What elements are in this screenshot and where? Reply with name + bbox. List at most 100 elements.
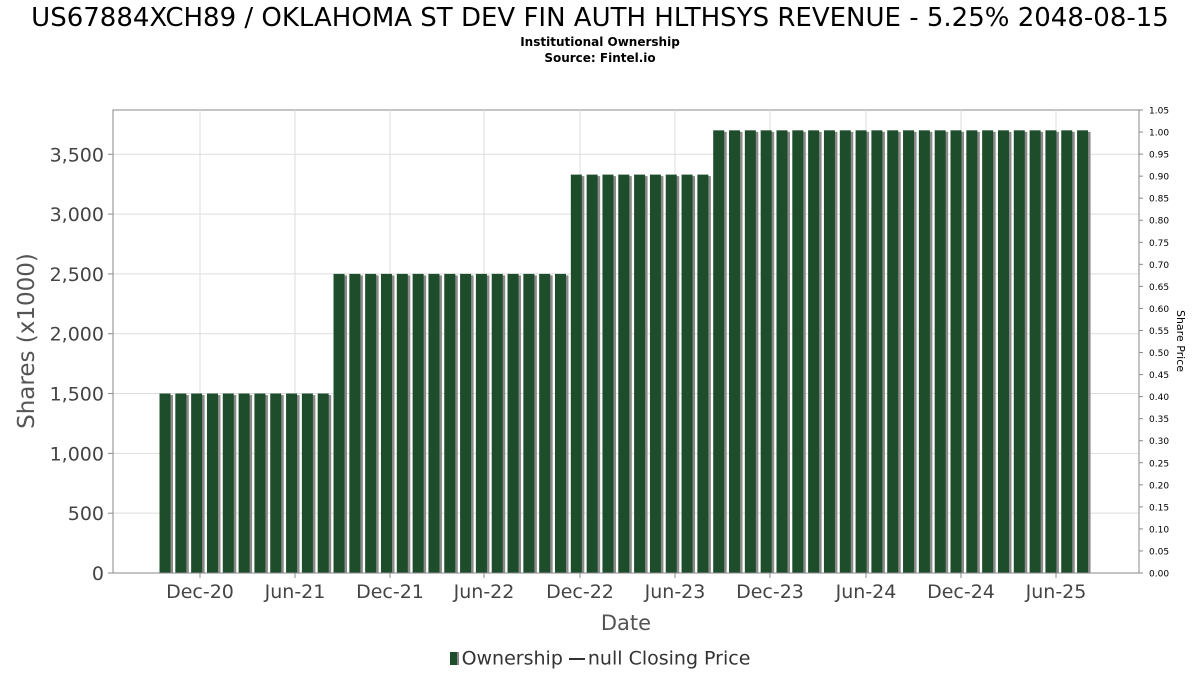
bars-group	[159, 130, 1091, 573]
ownership-bar	[175, 393, 187, 573]
y2-tick-label: 0.70	[1149, 261, 1169, 271]
y-tick-label: 2,000	[50, 324, 104, 346]
ownership-bar	[1013, 130, 1025, 573]
y-tick-label: 1,000	[50, 443, 104, 465]
y-tick-label: 1,500	[50, 384, 104, 406]
ownership-bar	[697, 174, 709, 573]
y2-tick-label: 0.15	[1149, 503, 1169, 513]
ownership-bar	[618, 174, 630, 573]
ownership-bar	[317, 393, 329, 573]
y2-tick-label: 0.90	[1149, 173, 1169, 183]
chart-legend: Ownership null Closing Price	[0, 647, 1200, 670]
ownership-bar	[586, 174, 598, 573]
y2-tick-label: 0.60	[1149, 305, 1169, 315]
chart-title: US67884XCH89 / OKLAHOMA ST DEV FIN AUTH …	[31, 3, 1169, 33]
ownership-bar	[713, 130, 725, 573]
ownership-bar	[412, 273, 424, 573]
axes-group: 0 500 1,000 1,500 2,000 2,500 3,000 3,500 Dec-20…	[50, 107, 1170, 604]
ownership-bar	[823, 130, 835, 573]
ownership-bar	[1029, 130, 1041, 573]
ownership-bar	[570, 174, 582, 573]
ownership-bar	[997, 130, 1009, 573]
ownership-bar	[238, 393, 250, 573]
ownership-bar	[428, 273, 440, 573]
ownership-bar	[222, 393, 234, 573]
x-tick-label: Jun-22	[453, 581, 515, 603]
y2-tick-label: 0.80	[1149, 217, 1169, 227]
y2-tick-label: 0.25	[1149, 459, 1169, 469]
ownership-bar	[270, 393, 282, 573]
y2-tick-label: 0.20	[1149, 481, 1169, 491]
ownership-bar	[286, 393, 298, 573]
y2-tick-label: 0.95	[1149, 151, 1169, 161]
ownership-bar	[871, 130, 883, 573]
ownership-bar	[855, 130, 867, 573]
ownership-bar	[808, 130, 820, 573]
y2-tick-label: 1.05	[1149, 107, 1169, 117]
ownership-bar	[634, 174, 646, 573]
x-tick-label: Dec-24	[927, 581, 995, 603]
y-tick-label: 3,500	[50, 144, 104, 166]
x-tick-label: Jun-25	[1025, 581, 1087, 603]
ownership-bar	[602, 174, 614, 573]
ownership-bar	[903, 130, 915, 573]
ownership-bar	[760, 130, 772, 573]
ownership-bar	[301, 393, 313, 573]
ownership-bar	[206, 393, 218, 573]
y2-tick-label: 0.35	[1149, 415, 1169, 425]
y-tick-label: 3,000	[50, 204, 104, 226]
ownership-bar	[1061, 130, 1073, 573]
ownership-bar	[507, 273, 519, 573]
y2-tick-label: 0.85	[1149, 195, 1169, 205]
x-tick-label: Dec-23	[736, 581, 804, 603]
ownership-bar	[934, 130, 946, 573]
x-tick-label: Jun-24	[835, 581, 897, 603]
ownership-bar	[349, 273, 361, 573]
y2-axis-label: Share Price	[1174, 310, 1187, 372]
ownership-bar	[159, 393, 171, 573]
ownership-bar	[966, 130, 978, 573]
ownership-bar	[380, 273, 392, 573]
ownership-bar	[365, 273, 377, 573]
x-tick-label: Jun-23	[644, 581, 706, 603]
ownership-legend-swatch	[449, 652, 459, 665]
ownership-bar	[918, 130, 930, 573]
y-axis-label: Shares (x1000)	[14, 253, 40, 429]
ownership-bar	[1077, 130, 1089, 573]
y2-tick-label: 0.75	[1149, 239, 1169, 249]
chart-subtitle: Institutional Ownership	[520, 35, 680, 49]
y2-tick-label: 0.30	[1149, 437, 1169, 447]
y2-tick-label: 0.00	[1149, 570, 1169, 580]
ownership-chart: 0 500 1,000 1,500 2,000 2,500 3,000 3,500 Dec-20…	[14, 107, 1187, 636]
ownership-bar	[665, 174, 677, 573]
ownership-bar	[555, 273, 566, 573]
y2-tick-label: 0.55	[1149, 327, 1169, 337]
y-tick-label: 2,500	[50, 264, 104, 286]
y-tick-label: 500	[68, 503, 104, 525]
ownership-bar	[839, 130, 851, 573]
y2-tick-label: 0.40	[1149, 393, 1169, 403]
ownership-bar	[333, 273, 345, 573]
x-tick-label: Dec-22	[546, 581, 614, 603]
ownership-bar	[475, 273, 487, 573]
ownership-bar	[523, 273, 535, 573]
ownership-bar	[539, 273, 551, 573]
ownership-bar	[649, 174, 661, 573]
closing-price-legend-line	[568, 657, 585, 660]
x-axis-label: Date	[601, 611, 651, 635]
ownership-bar	[460, 273, 472, 573]
chart-header: US67884XCH89 / OKLAHOMA ST DEV FIN AUTH …	[0, 2, 1200, 66]
y2-tick-label: 0.50	[1149, 349, 1169, 359]
ownership-bar	[1045, 130, 1057, 573]
ownership-bar	[254, 393, 266, 573]
ownership-bar	[744, 130, 756, 573]
ownership-bar	[982, 130, 994, 573]
y2-tick-label: 1.00	[1149, 129, 1169, 139]
ownership-legend-label: Ownership	[461, 647, 563, 670]
chart-source: Source: Fintel.io	[544, 51, 656, 65]
x-tick-label: Dec-21	[356, 581, 424, 603]
x-tick-label: Jun-21	[264, 581, 326, 603]
ownership-bar	[491, 273, 503, 573]
ownership-bar	[729, 130, 741, 573]
y2-tick-label: 0.45	[1149, 371, 1169, 381]
